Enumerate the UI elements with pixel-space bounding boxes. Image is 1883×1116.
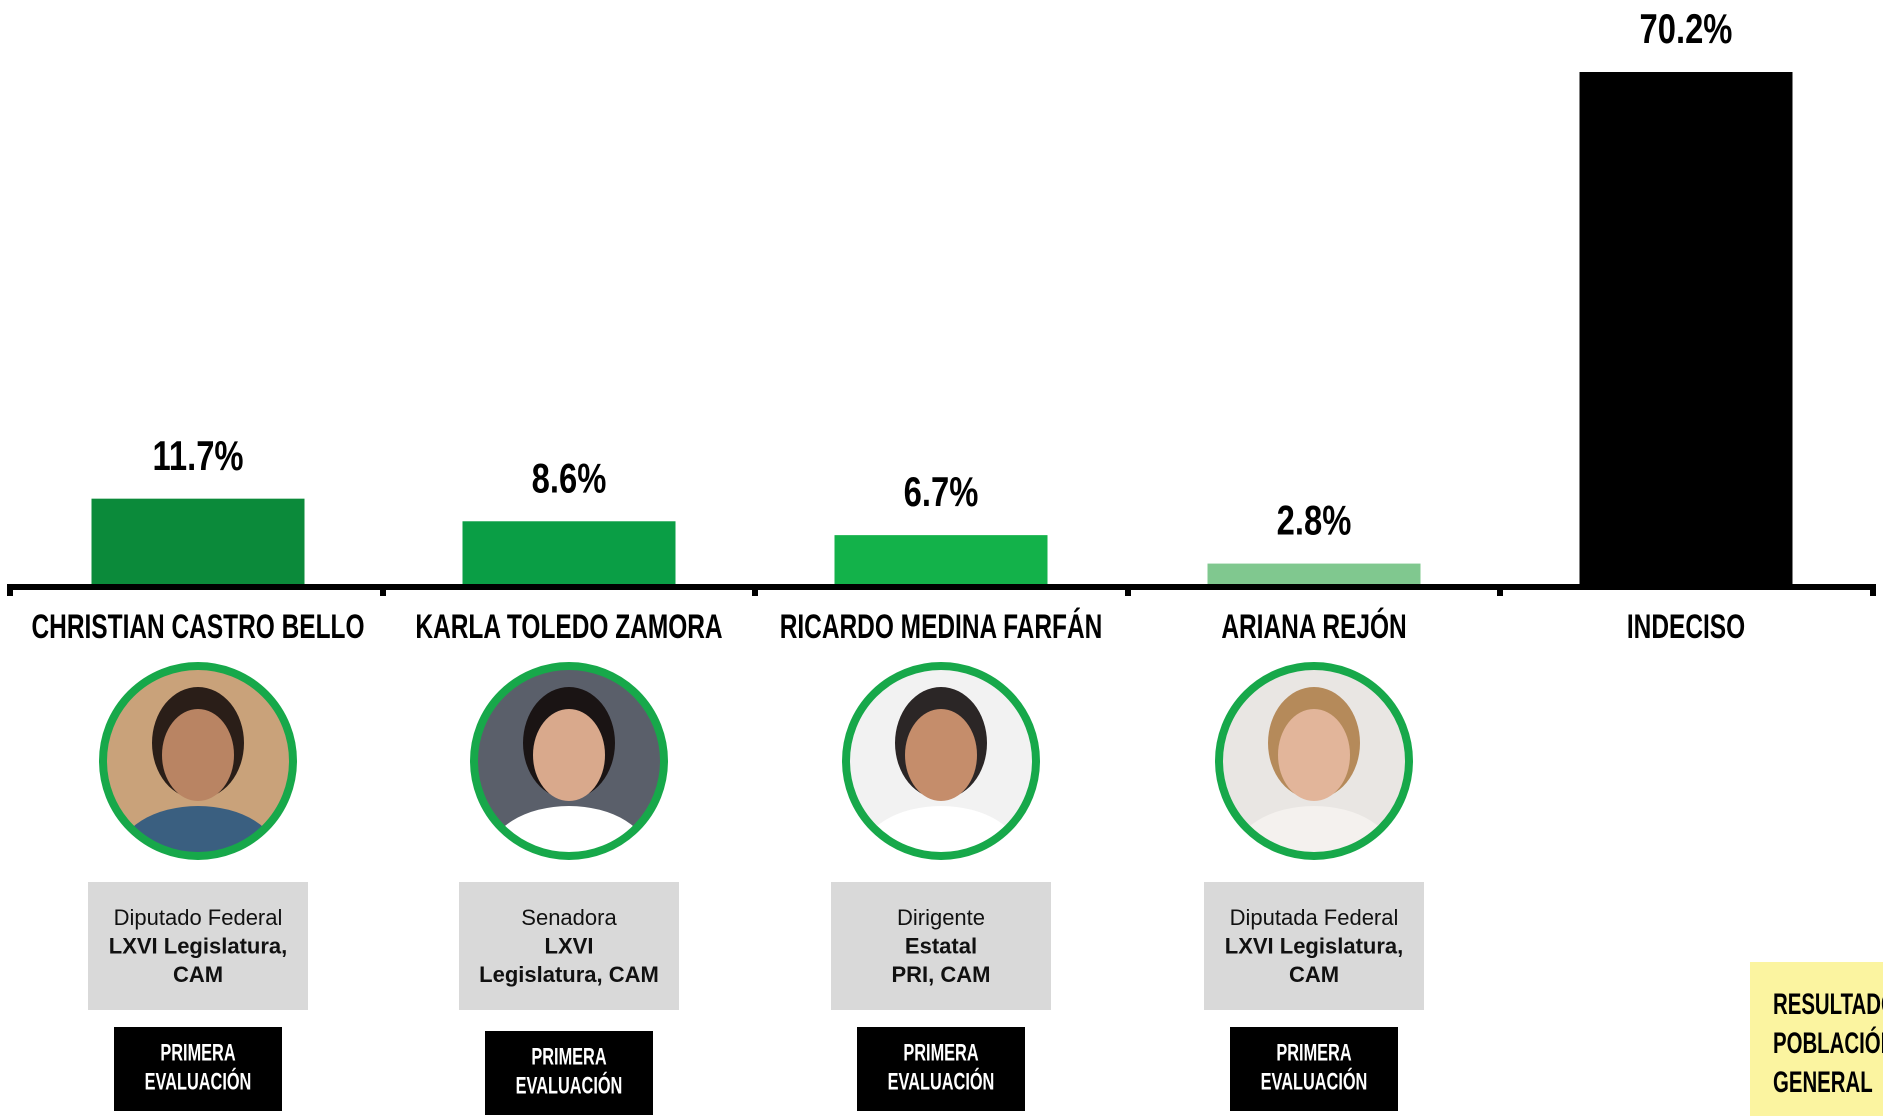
card-bold-line: Estatal [905,933,977,958]
portrait-ring [1215,662,1413,860]
bar [1579,72,1793,584]
button-label: PRIMERA [160,1039,235,1066]
value-label: 6.7% [904,468,979,515]
portrait-face [533,709,605,801]
button-label: PRIMERA [531,1043,606,1070]
card [831,882,1051,1010]
portrait [1215,662,1413,860]
value-label: 8.6% [532,454,607,501]
portrait-ring [99,662,297,860]
note-box [1750,962,1883,1116]
card-line: Senadora [521,905,617,930]
button-label: EVALUACIÓN [888,1067,995,1095]
card-bold-line: LXVI [545,933,594,958]
button [114,1027,282,1111]
button-label: EVALUACIÓN [1261,1067,1368,1095]
card [459,882,679,1010]
button-label: EVALUACIÓN [516,1071,623,1099]
portrait-shoulders [118,806,278,853]
card-line: Diputada Federal [1230,905,1399,930]
card-bold-line: CAM [1289,962,1339,987]
button [1230,1027,1398,1111]
portrait-image [477,669,661,853]
portrait-ring [470,662,668,860]
portrait-face [1278,709,1350,801]
button [857,1027,1025,1111]
card [1204,882,1424,1010]
note-line: GENERAL [1773,1066,1873,1099]
note-line: RESULTADO [1773,988,1883,1021]
portrait [470,662,668,860]
card-line: Dirigente [897,905,985,930]
card-bold-line: Legislatura, CAM [479,962,659,987]
x-tick-label: CHRISTIAN CASTRO BELLO [31,608,364,646]
card-bold-line: CAM [173,962,223,987]
card-bold-line: LXVI Legislatura, [1225,933,1404,958]
portrait-shoulders [1234,806,1394,853]
card-bold-line: PRI, CAM [892,962,991,987]
button-label: PRIMERA [1276,1039,1351,1066]
portrait-image [1222,669,1406,853]
bar [834,535,1048,584]
portrait-shoulders [861,806,1021,853]
button-label: PRIMERA [903,1039,978,1066]
value-label: 11.7% [152,432,243,479]
card-line: Diputado Federal [114,905,283,930]
note-line: POBLACIÓN [1773,1025,1883,1060]
x-tick-label: RICARDO MEDINA FARFÁN [780,607,1103,646]
value-label: 70.2% [1640,5,1733,52]
portrait-face [905,709,977,801]
x-tick-label: INDECISO [1627,608,1745,646]
portrait-image [106,669,290,853]
portrait-image [849,669,1033,853]
portrait [99,662,297,860]
card [88,882,308,1010]
x-tick-label: ARIANA REJÓN [1221,607,1406,646]
x-tick-label: KARLA TOLEDO ZAMORA [415,608,722,646]
portrait-face [162,709,234,801]
bar [91,498,305,584]
button [485,1031,653,1115]
portrait-shoulders [489,806,649,853]
value-label: 2.8% [1277,497,1352,544]
bar [1207,563,1421,584]
button-label: EVALUACIÓN [145,1067,252,1095]
bar [462,521,676,584]
portrait-ring [842,662,1040,860]
portrait [842,662,1040,860]
card-bold-line: LXVI Legislatura, [109,933,288,958]
